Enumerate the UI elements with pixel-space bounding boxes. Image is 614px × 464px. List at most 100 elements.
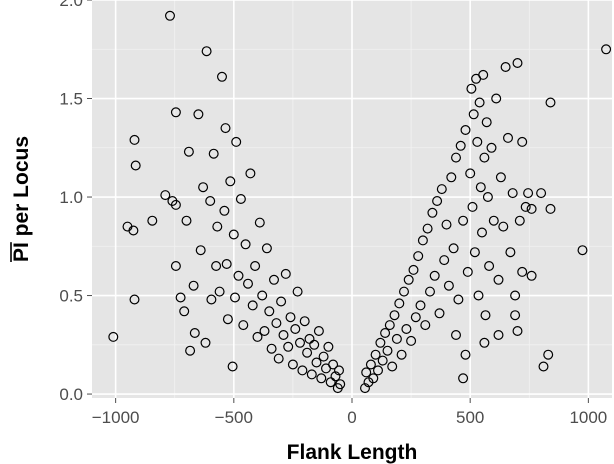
data-point [179,306,190,317]
data-point [108,331,119,342]
data-point [271,318,282,329]
data-point [458,373,469,384]
data-point [480,310,491,321]
data-point [147,215,158,226]
data-point [473,290,484,301]
x-axis-title: Flank Length [287,441,418,464]
data-point [577,245,588,256]
data-point [220,123,231,134]
data-point [170,199,181,210]
data-point [495,172,506,183]
data-point [389,310,400,321]
data-point [128,225,139,236]
data-point [250,261,261,272]
data-point [170,107,181,118]
data-point [130,160,141,171]
data-point [408,264,419,275]
data-point [417,235,428,246]
data-point [195,245,206,256]
data-point [491,93,502,104]
data-point [415,300,426,311]
data-point [278,330,289,341]
data-point [380,328,391,339]
data-point [410,312,421,323]
data-point [406,335,417,346]
data-point [231,136,242,147]
data-point [175,292,186,303]
data-point [361,367,372,378]
data-point [297,365,308,376]
data-point [420,320,431,331]
data-point [285,312,296,323]
data-point [290,324,301,335]
x-tick-label: −1000 [92,408,140,427]
data-point [188,280,199,291]
data-point [448,243,459,254]
data-point [460,349,471,360]
data-point [373,365,384,376]
data-point [198,182,209,193]
x-tick-label: 500 [456,408,484,427]
data-point [235,194,246,205]
data-point [129,134,140,145]
data-point [287,359,298,370]
data-point [316,373,327,384]
data-point [335,379,346,390]
data-point [434,308,445,319]
data-point [523,188,534,199]
y-axis-title: PI per Locus [10,136,33,262]
data-point [360,383,371,394]
data-point [482,192,493,203]
data-point [601,44,612,55]
data-point [240,239,251,250]
data-point [488,215,499,226]
data-point [238,320,249,331]
data-point [512,326,523,337]
data-point [227,361,238,372]
data-point [387,361,398,372]
data-point [466,83,477,94]
data-point [510,310,521,321]
data-point [129,294,140,305]
data-point [211,261,222,272]
data-point [206,294,217,305]
data-point [283,341,294,352]
data-point [432,196,443,207]
data-point [394,298,405,309]
data-point [507,188,518,199]
data-point [396,349,407,360]
data-point [517,266,528,277]
data-point [311,357,322,368]
data-point [493,274,504,285]
axis-ticks [87,0,589,403]
data-point [500,61,511,72]
y-tick-label: 1.0 [59,188,83,207]
data-point [264,306,275,317]
data-point [465,168,476,179]
data-point [439,255,450,266]
data-point [306,369,317,380]
data-point [318,351,329,362]
data-point [403,274,414,285]
data-point [399,286,410,297]
data-point [245,168,256,179]
data-point [247,300,258,311]
data-point [451,152,462,163]
data-point [453,294,464,305]
data-point [543,349,554,360]
data-point [165,10,176,21]
data-point [427,207,438,218]
data-point [170,261,181,272]
data-point [468,109,479,120]
data-point [228,229,239,240]
data-point [391,333,402,344]
data-point [538,361,549,372]
data-point [382,345,393,356]
tick-labels: −1000 −500 0 500 1000 0.0 0.5 1.0 1.5 2.0 [59,0,607,427]
data-point [330,371,341,382]
data-point [254,217,265,228]
data-point [328,359,339,370]
data-point [505,247,516,258]
y-tick-label: 0.5 [59,287,83,306]
